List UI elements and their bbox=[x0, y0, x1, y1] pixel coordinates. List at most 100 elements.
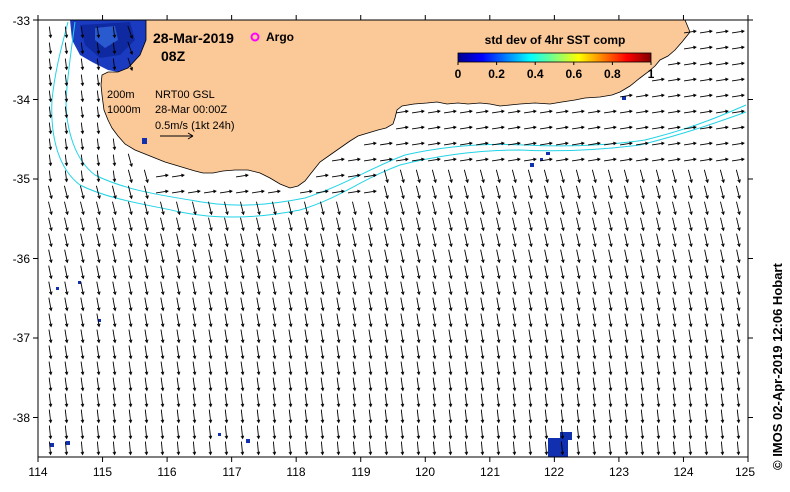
current-arrow bbox=[560, 345, 565, 360]
current-arrow bbox=[48, 361, 53, 376]
current-arrow bbox=[704, 265, 709, 280]
current-arrow bbox=[80, 425, 85, 440]
current-arrow bbox=[635, 157, 649, 162]
current-arrow bbox=[512, 217, 517, 232]
current-arrow bbox=[64, 201, 69, 216]
current-arrow bbox=[127, 169, 133, 184]
current-arrow bbox=[448, 393, 453, 408]
current-arrow bbox=[288, 217, 293, 232]
current-arrow bbox=[256, 361, 261, 376]
lon-tick-label: 119 bbox=[351, 465, 370, 479]
current-arrow bbox=[224, 409, 229, 424]
current-arrow bbox=[475, 141, 489, 146]
current-arrow bbox=[96, 249, 101, 264]
current-arrow bbox=[715, 61, 729, 66]
current-arrow bbox=[272, 329, 277, 344]
current-arrow bbox=[203, 189, 217, 194]
current-arrow bbox=[624, 233, 629, 248]
current-arrow bbox=[48, 281, 53, 296]
current-arrow bbox=[736, 409, 741, 424]
current-arrow bbox=[304, 361, 309, 376]
current-arrow bbox=[539, 157, 553, 162]
current-arrow bbox=[731, 109, 745, 114]
current-arrow bbox=[544, 313, 549, 328]
current-arrow bbox=[395, 125, 409, 130]
current-arrow bbox=[699, 109, 713, 114]
current-arrow bbox=[112, 138, 117, 151]
current-arrow bbox=[512, 393, 517, 408]
current-arrow bbox=[320, 265, 325, 280]
current-arrow bbox=[464, 329, 469, 344]
current-arrow bbox=[544, 249, 549, 264]
current-arrow bbox=[671, 185, 677, 200]
current-arrow bbox=[304, 249, 309, 264]
current-arrow bbox=[704, 201, 709, 216]
current-arrow bbox=[320, 425, 325, 440]
sst-colorbar: std dev of 4hr SST comp 0 0.2 0.4 0.6 0.… bbox=[455, 33, 655, 81]
current-arrow bbox=[592, 377, 597, 392]
current-arrow bbox=[144, 393, 149, 408]
current-arrow bbox=[352, 281, 357, 296]
current-arrow bbox=[427, 157, 441, 162]
current-arrow bbox=[256, 345, 261, 360]
current-arrow bbox=[651, 141, 665, 146]
current-arrow bbox=[731, 61, 745, 66]
current-arrow bbox=[64, 233, 69, 248]
current-arrow bbox=[603, 157, 617, 162]
current-arrow bbox=[672, 313, 677, 328]
current-arrow bbox=[352, 297, 357, 312]
current-arrow bbox=[320, 233, 325, 248]
current-arrow bbox=[683, 141, 697, 146]
isobath-1000m bbox=[51, 21, 747, 218]
current-arrow bbox=[623, 169, 629, 184]
current-arrow bbox=[624, 425, 629, 440]
current-arrow bbox=[128, 409, 133, 424]
current-arrow bbox=[96, 58, 101, 71]
current-arrow bbox=[720, 233, 725, 248]
current-arrow bbox=[608, 345, 613, 360]
current-arrow bbox=[448, 441, 453, 456]
current-arrow bbox=[720, 441, 725, 456]
current-arrow bbox=[656, 281, 661, 296]
current-arrow bbox=[383, 169, 389, 184]
current-arrow bbox=[655, 169, 661, 184]
current-arrow bbox=[192, 297, 197, 312]
current-arrow bbox=[624, 249, 629, 264]
current-arrow bbox=[112, 170, 117, 183]
current-arrow bbox=[688, 409, 693, 424]
current-arrow bbox=[208, 297, 213, 312]
current-arrow bbox=[96, 201, 101, 216]
current-arrow bbox=[480, 441, 485, 456]
map-time: 08Z bbox=[161, 48, 186, 64]
current-arrow bbox=[347, 173, 361, 178]
current-arrow bbox=[672, 361, 677, 376]
current-arrow bbox=[320, 313, 325, 328]
current-arrow bbox=[512, 233, 517, 248]
map-date: 28-Mar-2019 bbox=[153, 30, 234, 46]
current-arrow bbox=[80, 233, 85, 248]
current-arrow bbox=[720, 281, 725, 296]
current-arrow bbox=[363, 141, 377, 146]
current-arrow bbox=[576, 393, 581, 408]
current-arrow bbox=[288, 425, 293, 440]
current-arrow bbox=[144, 409, 149, 424]
current-arrow bbox=[288, 393, 293, 408]
current-arrow bbox=[544, 233, 549, 248]
current-arrow bbox=[416, 345, 421, 360]
current-arrow bbox=[703, 169, 709, 184]
lon-tick-label: 118 bbox=[286, 465, 305, 479]
current-arrow bbox=[240, 361, 245, 376]
current-arrow bbox=[64, 425, 69, 440]
current-arrow bbox=[491, 141, 505, 146]
current-arrow bbox=[96, 42, 101, 55]
current-arrow bbox=[368, 441, 373, 456]
current-arrow bbox=[576, 425, 581, 440]
current-arrow bbox=[192, 393, 197, 408]
current-arrow bbox=[427, 109, 441, 114]
current-arrow bbox=[336, 425, 341, 440]
current-arrow bbox=[304, 297, 309, 312]
current-arrow bbox=[447, 185, 453, 200]
current-arrow bbox=[176, 409, 181, 424]
current-arrow bbox=[443, 141, 457, 146]
current-arrow bbox=[176, 233, 181, 248]
